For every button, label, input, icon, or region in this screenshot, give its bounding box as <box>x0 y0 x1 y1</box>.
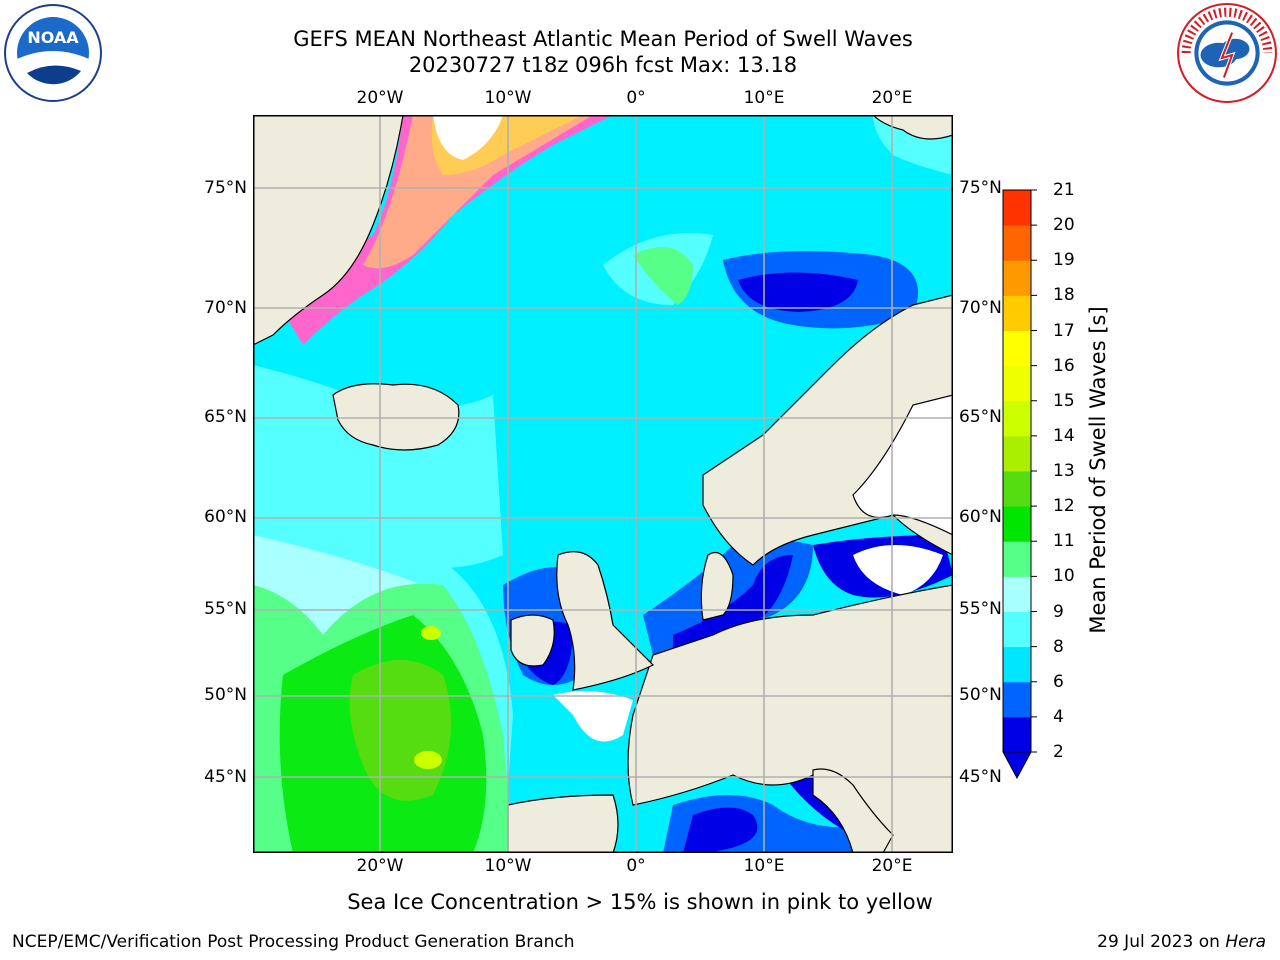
lat-tick-right: 55°N <box>959 599 1002 619</box>
lat-tick-left: 60°N <box>204 507 247 527</box>
colorbar-label: Mean Period of Swell Waves [s] <box>1086 306 1110 634</box>
footer-host: Hera <box>1225 932 1266 952</box>
colorbar-extend-min <box>1002 751 1032 780</box>
colorbar-tick-label: 17 <box>1053 320 1075 341</box>
lat-tick-left: 70°N <box>204 298 247 318</box>
colorbar-tick-label: 8 <box>1053 636 1064 657</box>
lon-tick-bottom: 20°W <box>356 856 404 876</box>
colorbar-bin <box>1003 541 1031 577</box>
sea-ice-note: Sea Ice Concentration > 15% is shown in … <box>347 890 933 914</box>
lat-tick-right: 45°N <box>959 767 1002 787</box>
lon-tick-top: 20°W <box>356 88 404 108</box>
swell-max-spot <box>421 626 441 640</box>
swell-region-dark-blue <box>673 555 793 655</box>
lon-tick-bottom: 20°E <box>871 856 913 876</box>
map-gridlines <box>253 115 953 853</box>
map-border <box>253 115 953 853</box>
colorbar-tick-label: 14 <box>1053 425 1075 446</box>
colorbar-bin <box>1003 435 1031 472</box>
colorbar-tick-label: 20 <box>1053 215 1075 236</box>
colorbar-bin <box>1003 330 1031 367</box>
colorbar-tick-label: 9 <box>1053 601 1064 622</box>
map-title: GEFS MEAN Northeast Atlantic Mean Period… <box>293 27 913 51</box>
jutland <box>700 551 734 621</box>
colorbar-tick-label: 18 <box>1053 285 1075 306</box>
swell-max-spot <box>414 751 442 769</box>
great-britain <box>556 551 655 691</box>
sea-ice-region <box>363 115 593 269</box>
colorbar-bin <box>1003 225 1031 261</box>
lon-tick-top: 0° <box>626 88 646 108</box>
no-data-area <box>553 691 633 742</box>
colorbar-tick-label: 6 <box>1053 671 1064 692</box>
colorbar-tick-label: 2 <box>1053 742 1064 762</box>
footer-date: 29 Jul 2023 on Hera <box>1097 932 1266 952</box>
lat-tick-left: 75°N <box>204 178 247 198</box>
lon-tick-top: 10°E <box>743 88 785 108</box>
lon-tick-top: 10°W <box>484 88 532 108</box>
italy <box>812 768 894 853</box>
sea-ice-region <box>433 115 503 160</box>
colorbar-tick-label: 15 <box>1053 390 1075 411</box>
colorbar-tick-label: 16 <box>1053 355 1075 376</box>
colorbar-bin <box>1003 716 1031 753</box>
colorbar-tick-label: 21 <box>1053 180 1075 200</box>
swell-period-map <box>253 115 953 853</box>
lat-tick-left: 45°N <box>204 767 247 787</box>
footer-credit: NCEP/EMC/Verification Post Processing Pr… <box>12 932 575 952</box>
lon-tick-top: 20°E <box>871 88 913 108</box>
colorbar-bin <box>1003 260 1031 296</box>
colorbar <box>1002 189 1037 780</box>
colorbar-bin <box>1003 471 1031 507</box>
colorbar-tick-label: 12 <box>1053 496 1075 517</box>
footer-date-text: 29 Jul 2023 on <box>1097 932 1226 952</box>
colorbar-bin <box>1003 576 1031 612</box>
lat-tick-right: 50°N <box>959 685 1002 705</box>
svg-text:NOAA: NOAA <box>27 28 79 47</box>
lat-tick-left: 50°N <box>204 685 247 705</box>
colorbar-bin <box>1003 506 1031 542</box>
baltic-region <box>852 394 953 536</box>
colorbar-tick-label: 19 <box>1053 250 1075 271</box>
colorbar-bin <box>1003 365 1031 402</box>
colorbar-tick-label: 4 <box>1053 706 1064 727</box>
colorbar-tick-label: 11 <box>1053 531 1075 552</box>
map-subtitle: 20230727 t18z 096h fcst Max: 13.18 <box>408 53 798 77</box>
noaa-logo: NOAA <box>4 4 102 102</box>
colorbar-tick-label: 13 <box>1053 461 1075 481</box>
no-data-area <box>853 545 943 595</box>
lat-tick-right: 60°N <box>959 507 1002 527</box>
colorbar-bin <box>1003 646 1031 683</box>
lat-tick-right: 75°N <box>959 178 1002 198</box>
colorbar-tick-label: 10 <box>1053 566 1075 587</box>
lon-tick-bottom: 10°W <box>484 856 532 876</box>
sea-ice-region <box>273 115 613 345</box>
swell-region-dark-blue <box>683 807 758 853</box>
nws-logo <box>1177 3 1277 103</box>
svalbard-island <box>872 115 953 140</box>
colorbar-bin <box>1003 681 1031 718</box>
lat-tick-right: 70°N <box>959 298 1002 318</box>
ireland <box>510 614 555 667</box>
colorbar-bin <box>1003 400 1031 437</box>
swell-region-green <box>633 247 693 305</box>
iberia <box>507 794 619 853</box>
swell-region-dark-blue <box>738 272 858 312</box>
lat-tick-left: 65°N <box>204 407 247 427</box>
lon-tick-bottom: 10°E <box>743 856 785 876</box>
greenland <box>253 115 404 346</box>
colorbar-bin <box>1003 190 1031 226</box>
lon-tick-bottom: 0° <box>626 856 646 876</box>
lat-tick-right: 65°N <box>959 407 1002 427</box>
colorbar-bin <box>1003 295 1031 331</box>
iceland <box>332 383 460 451</box>
lat-tick-left: 55°N <box>204 599 247 619</box>
colorbar-bin <box>1003 611 1031 648</box>
